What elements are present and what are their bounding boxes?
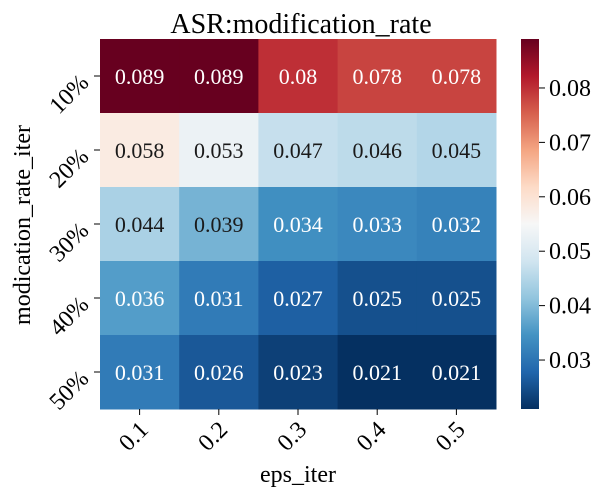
- heatmap-cell: [416, 335, 497, 410]
- colorbar-tick-label: 0.06: [549, 185, 591, 211]
- cell-value-label: 0.036: [115, 286, 165, 311]
- colorbar-tick-label: 0.07: [549, 130, 591, 156]
- cell-value-label: 0.027: [273, 286, 323, 311]
- heatmap-cell: [258, 335, 339, 410]
- heatmap-cell: [337, 261, 418, 336]
- heatmap-cell: [258, 39, 339, 114]
- colorbar: 0.03 0.04 0.05 0.06 0.07 0.08: [521, 39, 591, 409]
- cell-value-label: 0.044: [115, 212, 165, 237]
- cell-value-label: 0.031: [115, 360, 165, 385]
- cell-value-label: 0.026: [194, 360, 244, 385]
- colorbar-tick-label: 0.04: [549, 294, 591, 320]
- cell-value-label: 0.089: [194, 64, 244, 89]
- chart-title: ASR:modification_rate: [170, 9, 431, 40]
- heatmap-cell: [258, 261, 339, 336]
- heatmap-cells: [100, 39, 497, 410]
- heatmap-cell: [100, 113, 180, 188]
- y-tick-label: 40%: [45, 292, 94, 341]
- cell-value-label: 0.058: [115, 138, 165, 163]
- x-axis-ticks: 0.1 0.2 0.3 0.4 0.5: [114, 409, 471, 457]
- heatmap-cell: [337, 187, 418, 262]
- cell-value-label: 0.023: [273, 360, 323, 385]
- heatmap-cell: [337, 335, 418, 410]
- cell-value-label: 0.078: [432, 64, 482, 89]
- cell-value-label: 0.021: [352, 360, 402, 385]
- cell-value-label: 0.078: [352, 64, 402, 89]
- cell-value-label: 0.039: [194, 212, 244, 237]
- heatmap-cell: [179, 261, 259, 336]
- cell-value-label: 0.025: [352, 286, 402, 311]
- heatmap-cell: [100, 335, 180, 410]
- cell-value-label: 0.034: [273, 212, 323, 237]
- y-tick-label: 20%: [45, 144, 94, 193]
- cell-value-label: 0.033: [352, 212, 402, 237]
- cell-value-label: 0.025: [432, 286, 482, 311]
- cell-value-label: 0.032: [432, 212, 482, 237]
- cell-value-label: 0.089: [115, 64, 165, 89]
- heatmap-cell: [179, 335, 259, 410]
- heatmap-cell: [179, 39, 259, 114]
- colorbar-tick-label: 0.03: [549, 348, 591, 374]
- heatmap-cell: [100, 187, 180, 262]
- heatmap-cell: [100, 39, 180, 114]
- heatmap-cell: [416, 187, 497, 262]
- heatmap-cell: [100, 261, 180, 336]
- colorbar-ticks: 0.03 0.04 0.05 0.06 0.07 0.08: [539, 76, 591, 374]
- heatmap-cell: [179, 187, 259, 262]
- cell-value-label: 0.047: [273, 138, 323, 163]
- cell-value-label: 0.031: [194, 286, 244, 311]
- x-tick-label: 0.4: [352, 417, 392, 457]
- cell-value-label: 0.046: [352, 138, 402, 163]
- x-tick-label: 0.2: [193, 417, 233, 457]
- heatmap-cell: [179, 113, 259, 188]
- y-axis-label: modication_rate_iter: [10, 125, 36, 325]
- x-axis-label: eps_iter: [260, 462, 336, 488]
- y-tick-label: 30%: [45, 218, 94, 267]
- y-axis-ticks: 10% 20% 30% 40% 50%: [45, 70, 100, 415]
- colorbar-gradient: [521, 39, 539, 409]
- colorbar-tick-label: 0.05: [549, 239, 591, 265]
- cell-value-label: 0.053: [194, 138, 244, 163]
- x-tick-label: 0.5: [431, 417, 471, 457]
- cell-value-label: 0.08: [279, 64, 318, 89]
- heatmap-cell: [416, 261, 497, 336]
- cell-value-label: 0.045: [432, 138, 482, 163]
- y-tick-label: 10%: [45, 70, 94, 119]
- heatmap-cell: [416, 39, 497, 114]
- heatmap-cell: [337, 113, 418, 188]
- heatmap-cell: [337, 39, 418, 114]
- colorbar-tick-label: 0.08: [549, 76, 591, 102]
- heatmap-cell-labels: 0.089 0.089 0.08 0.078 0.078 0.058 0.053 0.047 0…: [115, 64, 481, 385]
- heatmap-cell: [258, 187, 339, 262]
- cell-value-label: 0.021: [432, 360, 482, 385]
- heatmap-cell: [416, 113, 497, 188]
- x-tick-label: 0.3: [273, 417, 313, 457]
- heatmap-cell: [258, 113, 339, 188]
- x-tick-label: 0.1: [114, 417, 154, 457]
- y-tick-label: 50%: [45, 366, 94, 415]
